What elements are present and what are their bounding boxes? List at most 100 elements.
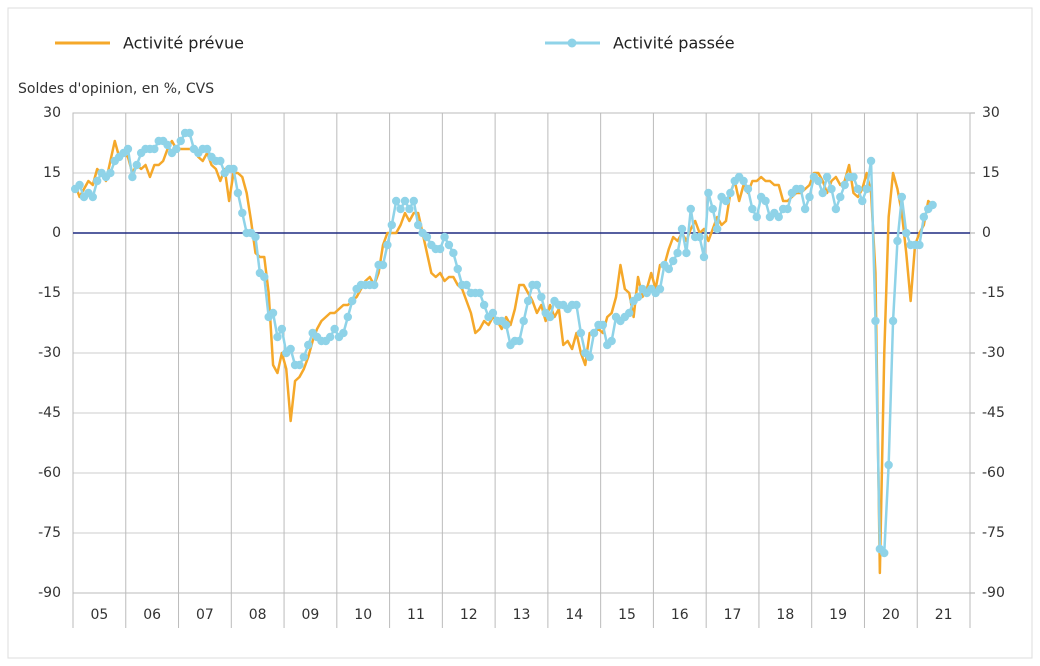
point — [260, 272, 269, 282]
y-tick-label: -30 — [38, 345, 61, 361]
point — [515, 336, 524, 346]
point — [897, 192, 907, 202]
point — [884, 460, 893, 470]
point — [251, 232, 260, 242]
x-tick-label: 05 — [90, 607, 108, 623]
point — [880, 548, 889, 558]
chart-subtitle: Soldes d'opinion, en %, CVS — [18, 81, 214, 97]
point — [172, 144, 181, 154]
point — [106, 168, 115, 178]
point — [915, 240, 924, 250]
point — [233, 188, 243, 198]
point — [699, 252, 709, 262]
point — [519, 316, 528, 326]
x-tick-label: 16 — [671, 607, 689, 623]
point — [369, 280, 379, 290]
point — [822, 172, 832, 182]
point — [391, 196, 401, 206]
x-tick-label: 09 — [302, 607, 320, 623]
y-tick-label: -75 — [38, 525, 61, 541]
point — [862, 184, 871, 194]
point — [132, 160, 141, 170]
x-tick-label: 17 — [724, 607, 742, 623]
point — [383, 240, 392, 250]
x-tick-label: 07 — [196, 607, 214, 623]
frame — [7, 7, 1033, 659]
point — [783, 204, 792, 214]
point — [339, 328, 348, 338]
y-tick-label: -15 — [38, 285, 61, 301]
y2-tick-label: 15 — [982, 165, 1000, 181]
point — [655, 284, 665, 294]
point — [202, 144, 212, 154]
point — [858, 196, 867, 206]
point — [176, 136, 185, 146]
point — [435, 244, 445, 254]
point — [831, 204, 841, 214]
point — [928, 200, 937, 210]
y2-tick-label: -15 — [982, 285, 1005, 301]
y-tick-label: -45 — [38, 405, 61, 421]
legend-label: Activité prévue — [123, 34, 244, 53]
point — [607, 336, 616, 346]
point — [748, 204, 757, 214]
point — [752, 212, 761, 222]
y2-tick-label: -75 — [982, 525, 1005, 541]
y2-tick-label: 0 — [982, 225, 991, 241]
point — [286, 344, 295, 354]
y-tick-label: 15 — [43, 165, 61, 181]
point — [378, 260, 388, 270]
point — [479, 300, 489, 310]
point — [840, 180, 849, 190]
point — [537, 292, 546, 302]
point — [277, 324, 287, 334]
point — [704, 188, 713, 198]
point — [92, 176, 102, 186]
point — [449, 248, 458, 258]
y2-tick-label: 30 — [982, 105, 1000, 121]
point — [422, 232, 432, 242]
plot-border — [72, 112, 971, 594]
point — [712, 224, 722, 234]
point — [572, 300, 581, 310]
point — [633, 292, 643, 302]
point — [409, 196, 418, 206]
point — [673, 248, 682, 258]
point — [871, 316, 880, 326]
point — [664, 264, 674, 274]
point — [123, 144, 133, 154]
point — [88, 192, 97, 202]
point — [440, 232, 449, 242]
point — [677, 224, 687, 234]
point — [774, 212, 783, 222]
point — [75, 180, 84, 190]
y2-tick-label: -60 — [982, 465, 1005, 481]
x-tick-label: 18 — [776, 607, 794, 623]
x-tick-label: 12 — [460, 607, 478, 623]
point — [668, 256, 678, 266]
point — [387, 220, 396, 230]
point — [888, 316, 898, 326]
point — [708, 204, 717, 214]
point — [501, 320, 511, 330]
point — [299, 352, 309, 362]
point — [893, 236, 902, 246]
point — [343, 312, 353, 322]
point — [902, 228, 911, 238]
point — [625, 308, 634, 318]
point — [726, 188, 735, 198]
point — [523, 296, 533, 306]
x-tick-label: 08 — [249, 607, 267, 623]
point — [721, 196, 731, 206]
point — [268, 308, 278, 318]
point — [273, 332, 282, 342]
y-tick-label: 30 — [43, 105, 61, 121]
point — [444, 240, 454, 250]
point — [827, 184, 836, 194]
point — [743, 184, 753, 194]
point — [475, 288, 484, 298]
point — [739, 176, 748, 186]
y-tick-label: -90 — [38, 585, 61, 601]
point — [304, 340, 313, 350]
